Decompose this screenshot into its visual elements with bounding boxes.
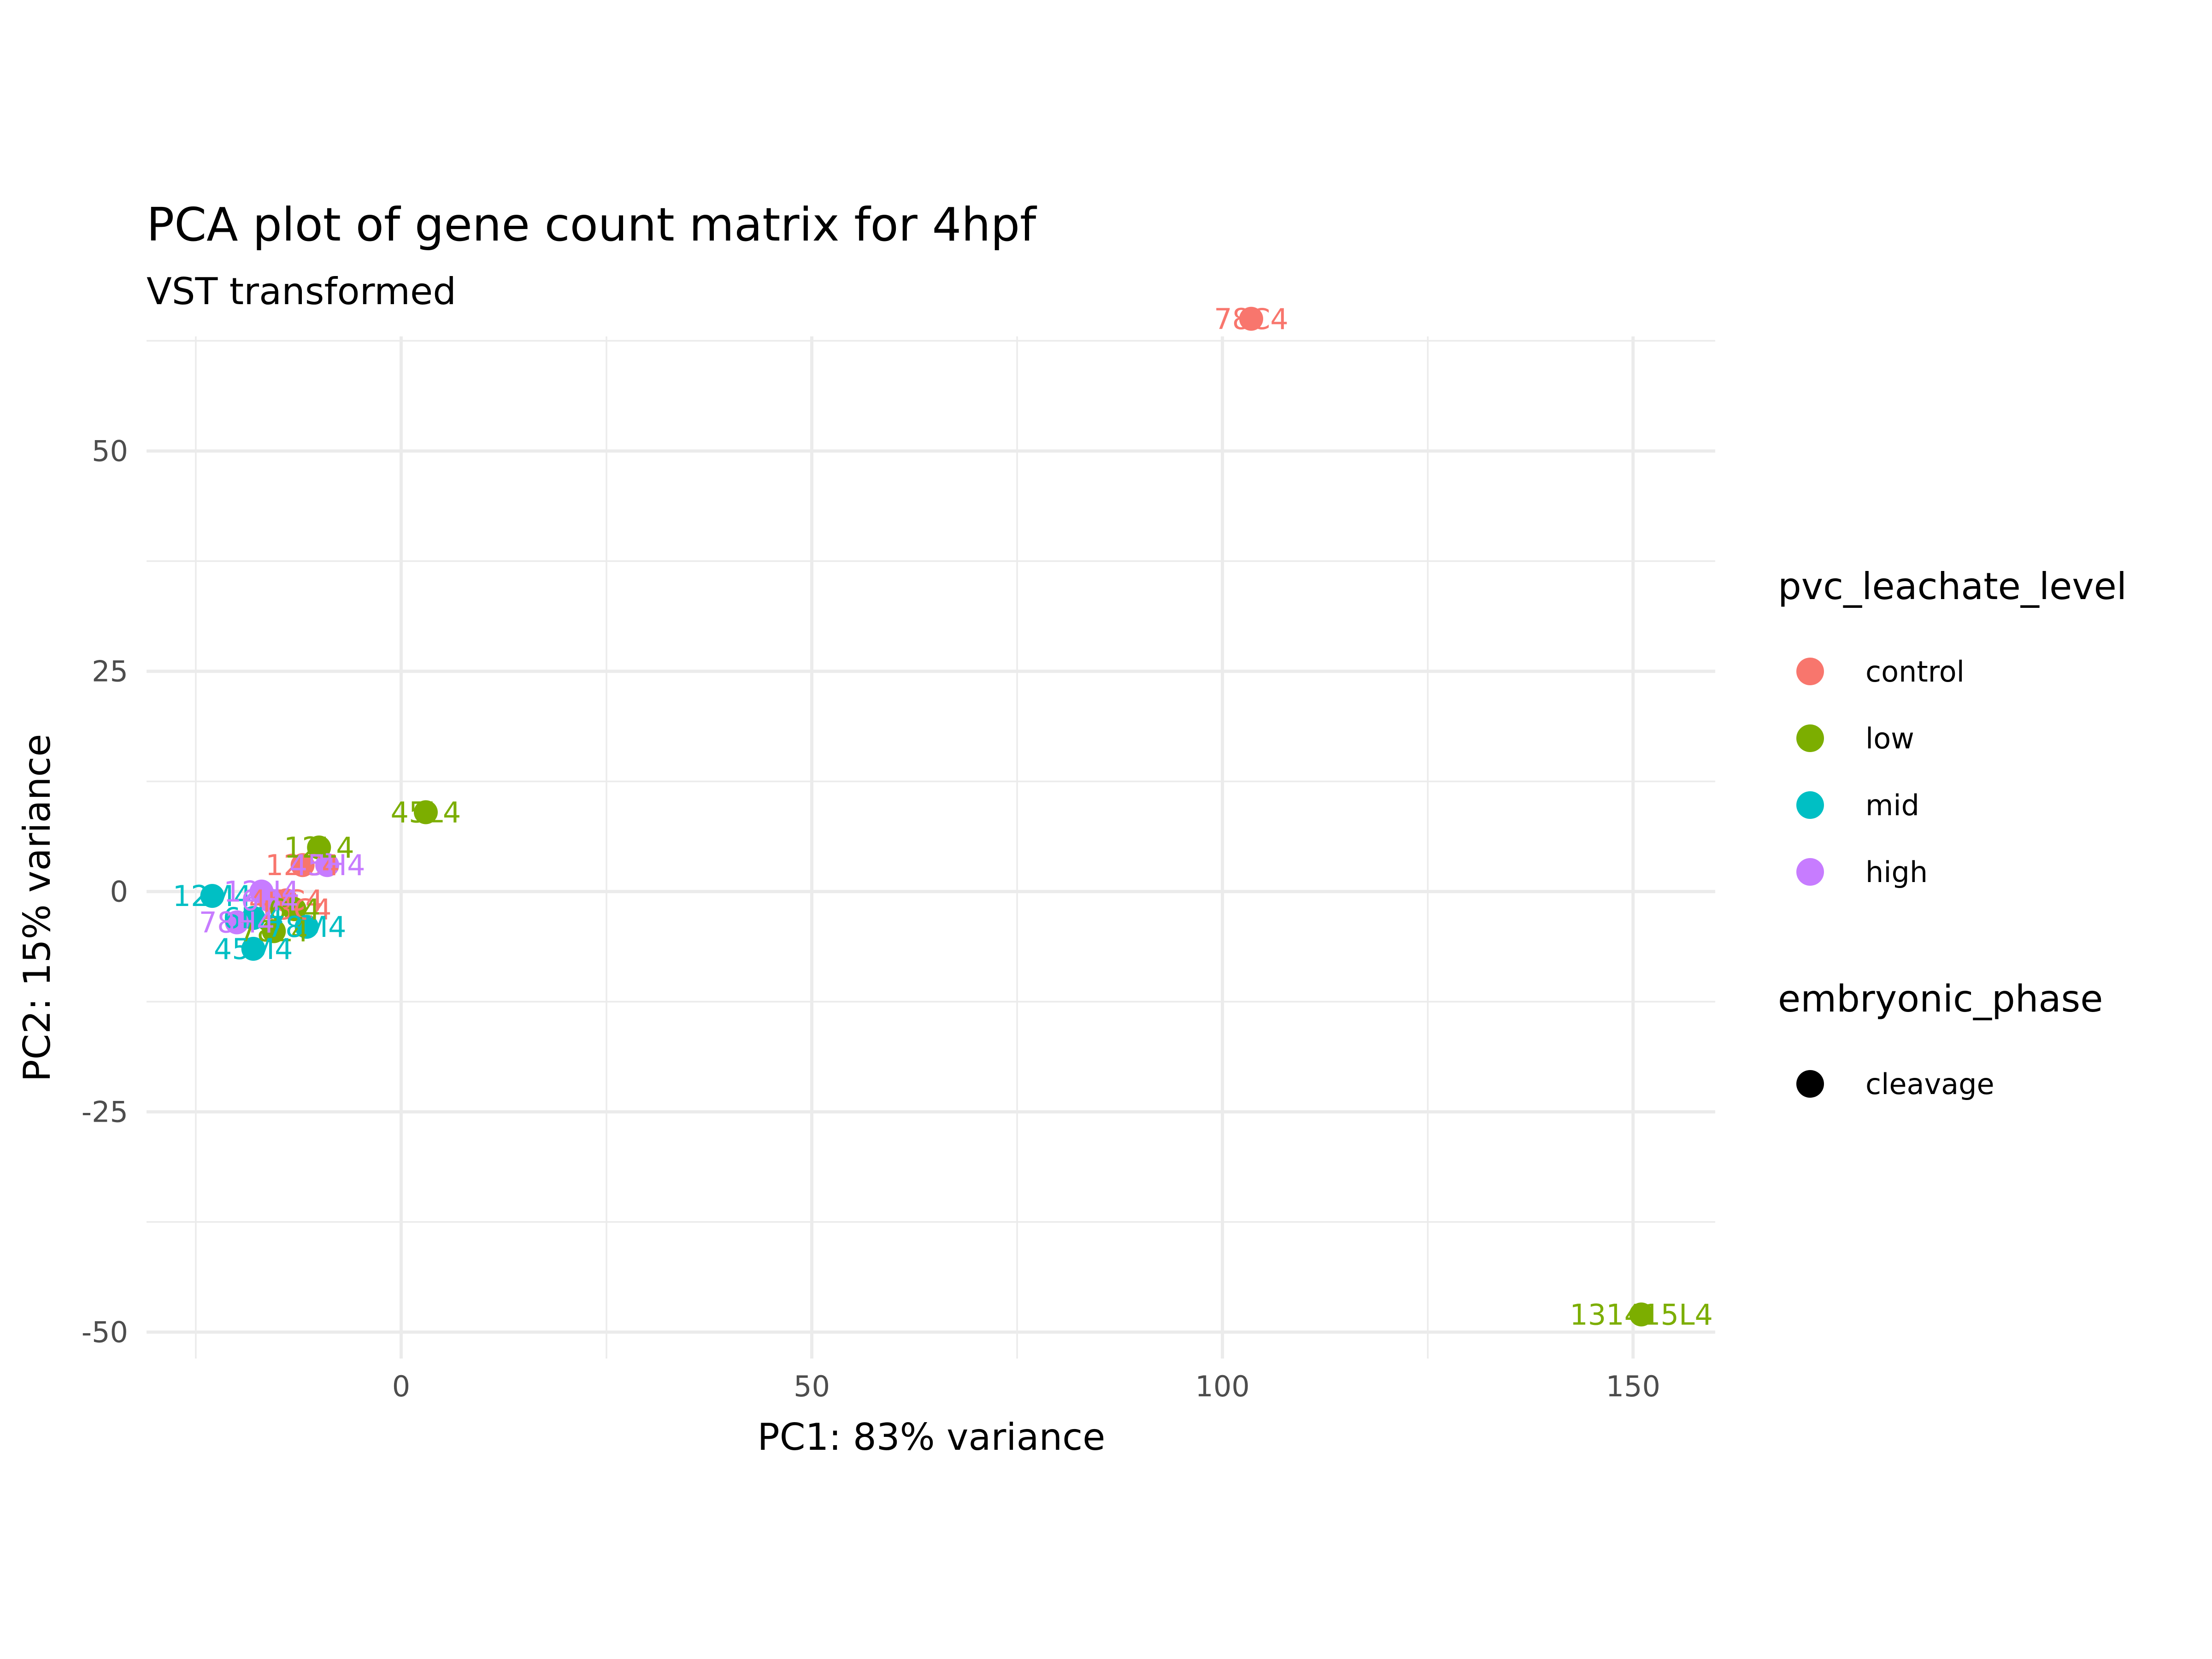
- y-tick-label: 25: [92, 655, 128, 688]
- point-label: 12H4: [224, 875, 300, 909]
- point-label: 6L4: [268, 893, 320, 926]
- x-tick-label: 0: [392, 1370, 410, 1403]
- legend-label: control: [1865, 655, 1965, 688]
- point-label: 12C4: [265, 848, 340, 882]
- x-tick-label: 100: [1195, 1370, 1250, 1403]
- major-gridlines: [147, 336, 1715, 1359]
- y-tick-label: -25: [82, 1095, 128, 1129]
- point-label: 45L4: [391, 796, 461, 830]
- data-point-low: [282, 897, 306, 921]
- data-point-low: [1629, 1302, 1653, 1327]
- chart-subtitle: VST transformed: [147, 270, 456, 313]
- x-tick-label: 50: [794, 1370, 830, 1403]
- legend-key-cleavage: [1796, 1070, 1824, 1098]
- legend-label: low: [1865, 722, 1914, 755]
- legend-label: mid: [1865, 788, 1919, 822]
- point-label: 78C4: [1214, 302, 1288, 336]
- y-tick-label: -50: [82, 1316, 128, 1349]
- point-labels: 78C412C445C413C4131415L445L412L478L46L41…: [173, 302, 1713, 1332]
- legend-title: pvc_leachate_level: [1778, 565, 2127, 608]
- legend-key-mid: [1796, 791, 1824, 819]
- data-point-control: [1239, 306, 1264, 331]
- data-point-low: [413, 800, 438, 824]
- legend-key-control: [1796, 658, 1824, 685]
- point-label: 45M4: [214, 932, 293, 966]
- x-axis-title: PC1: 83% variance: [757, 1416, 1105, 1459]
- minor-gridlines: [147, 336, 1715, 1359]
- data-point-mid: [294, 915, 319, 939]
- legend-label: cleavage: [1865, 1067, 1994, 1101]
- legend-key-low: [1796, 724, 1824, 752]
- point-label: 12L4: [284, 831, 354, 865]
- point-label: 131415L4: [1570, 1298, 1713, 1331]
- legend-label: high: [1865, 855, 1928, 889]
- data-point-high: [258, 888, 282, 912]
- point-label: 78L4: [239, 915, 309, 948]
- point-label: 6M4: [223, 901, 283, 935]
- x-axis-ticks: 0 50 100 150: [392, 1370, 1660, 1403]
- y-axis-ticks: -50 -25 0 25 50: [82, 435, 128, 1349]
- legend-title: embryonic_phase: [1778, 977, 2103, 1020]
- data-points: [200, 306, 1653, 1327]
- point-label: 78M4: [267, 910, 347, 944]
- data-point-control: [290, 853, 315, 877]
- data-point-mid: [200, 884, 224, 908]
- point-label: 12M4: [173, 879, 252, 913]
- x-tick-label: 150: [1606, 1370, 1660, 1403]
- point-label: 13C4: [257, 893, 332, 926]
- point-label: 6H4: [241, 884, 299, 918]
- data-point-high: [225, 910, 249, 935]
- y-tick-label: 50: [92, 435, 128, 468]
- chart-title: PCA plot of gene count matrix for 4hpf: [147, 198, 1037, 252]
- data-point-mid: [241, 936, 265, 961]
- point-label: 45C4: [249, 884, 324, 918]
- point-label: 78H4: [199, 906, 275, 940]
- data-point-low: [262, 919, 286, 943]
- legend-key-high: [1796, 858, 1824, 886]
- point-label: 45H4: [289, 848, 365, 882]
- y-tick-label: 0: [110, 875, 128, 909]
- data-point-high: [315, 853, 340, 877]
- y-axis-title: PC2: 15% variance: [16, 734, 59, 1082]
